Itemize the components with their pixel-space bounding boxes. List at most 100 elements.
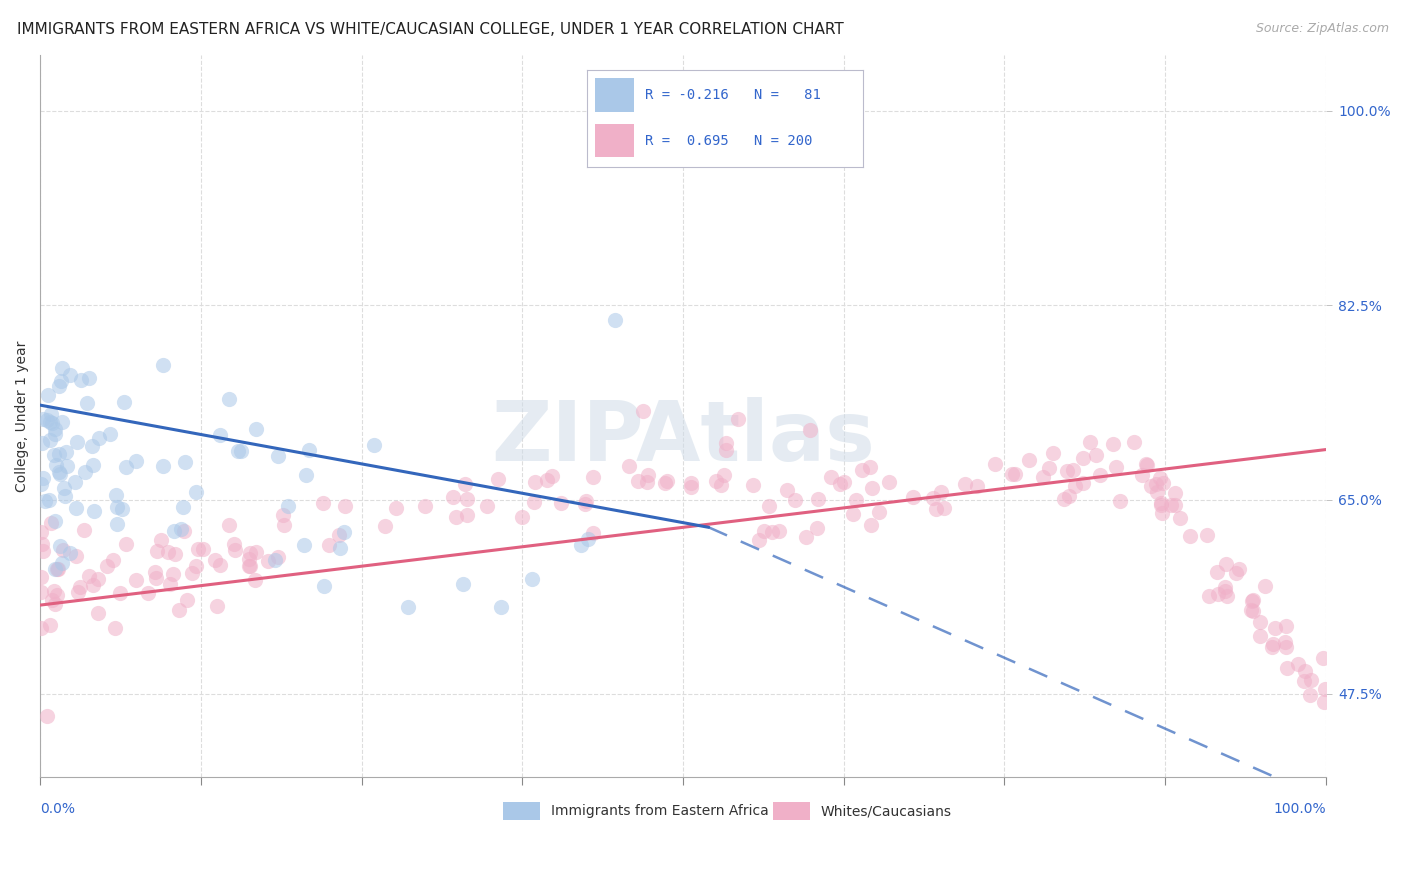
Point: [550, 496, 572, 510]
Point: [104, 621, 127, 635]
Point: [1168, 510, 1191, 524]
Point: [1038, 461, 1060, 475]
Point: [1056, 464, 1078, 478]
Point: [162, 524, 184, 538]
Y-axis label: College, Under 1 year: College, Under 1 year: [15, 341, 30, 491]
Point: [77, 371, 100, 385]
Point: [209, 428, 232, 442]
Point: [318, 538, 340, 552]
Point: [384, 501, 406, 516]
Point: [105, 516, 128, 531]
Point: [48, 378, 70, 392]
Text: 0.0%: 0.0%: [41, 802, 75, 816]
Point: [966, 479, 988, 493]
Point: [1241, 593, 1264, 607]
Point: [108, 586, 131, 600]
Point: [441, 490, 464, 504]
Point: [115, 460, 138, 475]
Point: [1084, 449, 1107, 463]
Point: [1241, 593, 1264, 607]
Point: [619, 459, 641, 474]
Point: [845, 492, 868, 507]
Point: [167, 603, 190, 617]
Point: [1150, 496, 1173, 510]
Point: [45, 589, 67, 603]
Point: [46, 562, 69, 576]
Point: [922, 491, 945, 506]
Point: [984, 458, 1007, 472]
Point: [52, 481, 75, 495]
Point: [41, 593, 63, 607]
Point: [1198, 590, 1220, 604]
Point: [297, 443, 319, 458]
Point: [35, 709, 58, 723]
Point: [631, 404, 654, 418]
Point: [156, 545, 179, 559]
Text: Source: ZipAtlas.com: Source: ZipAtlas.com: [1256, 22, 1389, 36]
Point: [1135, 458, 1157, 472]
Point: [1264, 621, 1286, 635]
Point: [209, 558, 232, 573]
Point: [111, 501, 134, 516]
Point: [828, 477, 851, 491]
Point: [1205, 566, 1227, 580]
Point: [1032, 470, 1054, 484]
Point: [30, 524, 52, 539]
Point: [1206, 586, 1229, 600]
Point: [87, 572, 110, 586]
Point: [582, 525, 605, 540]
Point: [70, 373, 93, 387]
Point: [152, 358, 174, 372]
Point: [31, 436, 53, 450]
Point: [569, 538, 592, 552]
Point: [523, 495, 546, 509]
Point: [222, 537, 245, 551]
Point: [1215, 580, 1237, 594]
Point: [860, 518, 883, 533]
Point: [679, 476, 702, 491]
Point: [794, 530, 817, 544]
Point: [69, 580, 91, 594]
Point: [1062, 463, 1084, 477]
Point: [277, 499, 299, 513]
Point: [83, 504, 105, 518]
Point: [112, 395, 135, 409]
Point: [456, 492, 478, 507]
Point: [1240, 603, 1263, 617]
Point: [1286, 657, 1309, 671]
Point: [868, 504, 890, 518]
Point: [224, 542, 246, 557]
Point: [125, 454, 148, 468]
Point: [42, 448, 65, 462]
Point: [162, 566, 184, 581]
Point: [332, 524, 354, 539]
Point: [229, 443, 252, 458]
Point: [1057, 489, 1080, 503]
Point: [37, 412, 59, 426]
Point: [31, 621, 53, 635]
Point: [243, 573, 266, 587]
Point: [42, 583, 65, 598]
Point: [489, 600, 512, 615]
Point: [125, 573, 148, 587]
Point: [1249, 628, 1271, 642]
Point: [1274, 640, 1296, 654]
Text: 100.0%: 100.0%: [1274, 802, 1326, 816]
Point: [758, 499, 780, 513]
Point: [1275, 619, 1298, 633]
Point: [574, 497, 596, 511]
Point: [1241, 604, 1264, 618]
Point: [245, 545, 267, 559]
Point: [176, 592, 198, 607]
Point: [1144, 476, 1167, 491]
Point: [1146, 485, 1168, 500]
Point: [41, 416, 63, 430]
Point: [96, 559, 118, 574]
Point: [374, 519, 396, 533]
Point: [238, 559, 260, 574]
Point: [79, 569, 101, 583]
Point: [1263, 637, 1285, 651]
Point: [444, 510, 467, 524]
Point: [49, 375, 72, 389]
Point: [1152, 475, 1174, 490]
